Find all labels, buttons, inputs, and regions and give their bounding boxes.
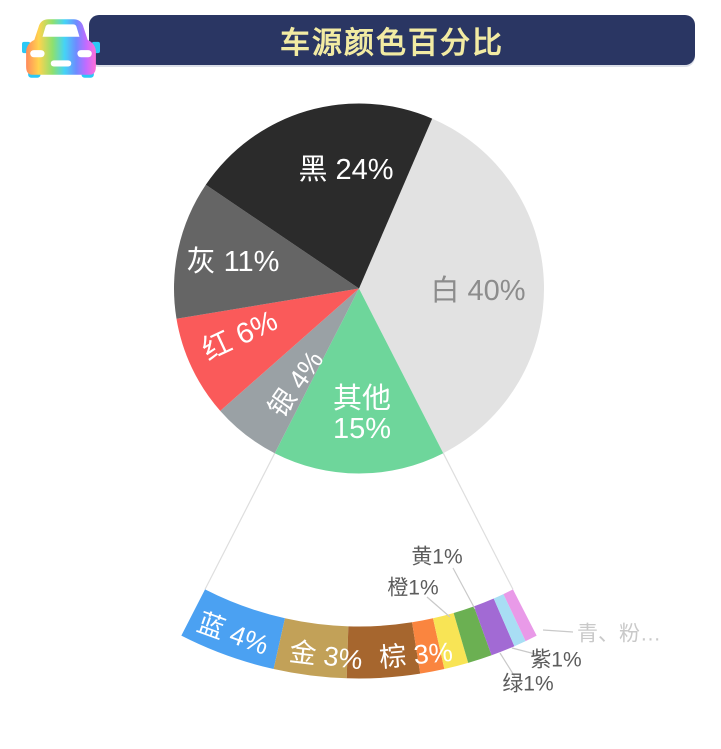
- pie-label-1: 灰 11%: [187, 245, 280, 278]
- band-segment-5[interactable]: [453, 606, 492, 663]
- pie-slice-3[interactable]: [176, 288, 359, 411]
- band-leader-label-4: 青、粉…: [577, 623, 661, 646]
- pie-slice-5[interactable]: [205, 103, 433, 289]
- band-segment-3[interactable]: [412, 618, 445, 674]
- car-headlight-left: [30, 50, 45, 58]
- band-segment-8[interactable]: [503, 589, 537, 642]
- car-body: [26, 19, 96, 75]
- rainbow-car-icon: [22, 19, 100, 78]
- band-segment-7[interactable]: [493, 594, 526, 647]
- band-segment-1[interactable]: [273, 618, 349, 679]
- leader-line-0: [426, 596, 451, 618]
- connector-line-left: [204, 452, 276, 590]
- pie-slice-2[interactable]: [220, 288, 359, 454]
- connector-line-right: [442, 452, 514, 590]
- pie-label-0: 黑 24%: [298, 154, 393, 186]
- band-segment-4[interactable]: [433, 612, 469, 670]
- pie-slice-0[interactable]: [359, 118, 545, 454]
- header-bar: 车源颜色百分比: [89, 15, 695, 65]
- leader-line-4: [542, 629, 574, 633]
- pie-label-4: 其他: [333, 382, 391, 415]
- band-leader-label-0: 橙1%: [387, 577, 438, 600]
- car-windshield: [42, 24, 80, 37]
- car-headlight-right: [77, 50, 92, 58]
- band-segment-2[interactable]: [346, 622, 421, 679]
- leader-line-3: [511, 647, 544, 657]
- band-segment-6[interactable]: [473, 598, 515, 656]
- band-label-2: 棕 3%: [378, 637, 454, 673]
- pie-slice-4[interactable]: [173, 184, 359, 319]
- band-segment-0[interactable]: [181, 589, 285, 670]
- pie-slice-1[interactable]: [274, 288, 444, 474]
- leader-line-2: [499, 652, 516, 678]
- pie-label-5: 15%: [333, 413, 391, 445]
- car-grill: [50, 60, 72, 67]
- band-leader-label-1: 黄1%: [411, 546, 462, 569]
- band-leader-label-3: 紫1%: [530, 649, 581, 672]
- page-title: 车源颜色百分比: [280, 27, 504, 60]
- band-leader-label-2: 绿1%: [502, 673, 553, 696]
- leader-line-1: [452, 567, 476, 610]
- pie-label-6: 白 40%: [430, 274, 525, 307]
